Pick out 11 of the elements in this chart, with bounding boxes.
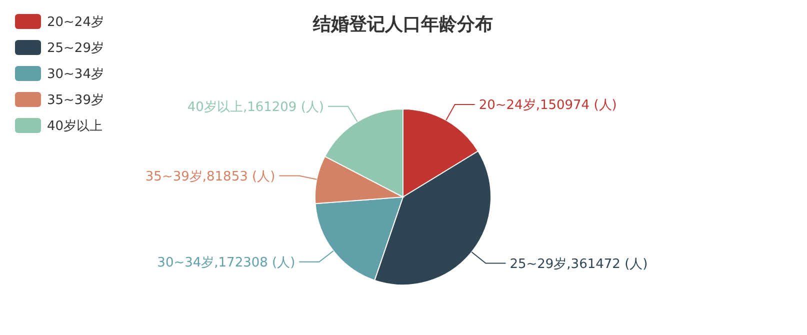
- data-label: 40岁以上,161209 (人): [187, 100, 324, 115]
- data-label: 35~39岁,81853 (人): [145, 169, 276, 184]
- data-label: 30~34岁,172308 (人): [157, 255, 296, 270]
- data-label: 20~24岁,150974 (人): [478, 98, 617, 114]
- data-label: 25~29岁,361472 (人): [510, 256, 648, 272]
- legend-label: 25~29岁: [47, 41, 104, 56]
- legend-label: 20~24岁: [47, 15, 104, 30]
- legend-label: 30~34岁: [47, 67, 104, 82]
- legend-label: 35~39岁: [47, 93, 104, 108]
- chart-title: 结婚登记人口年龄分布: [312, 14, 493, 35]
- legend-label: 40岁以上: [47, 119, 103, 134]
